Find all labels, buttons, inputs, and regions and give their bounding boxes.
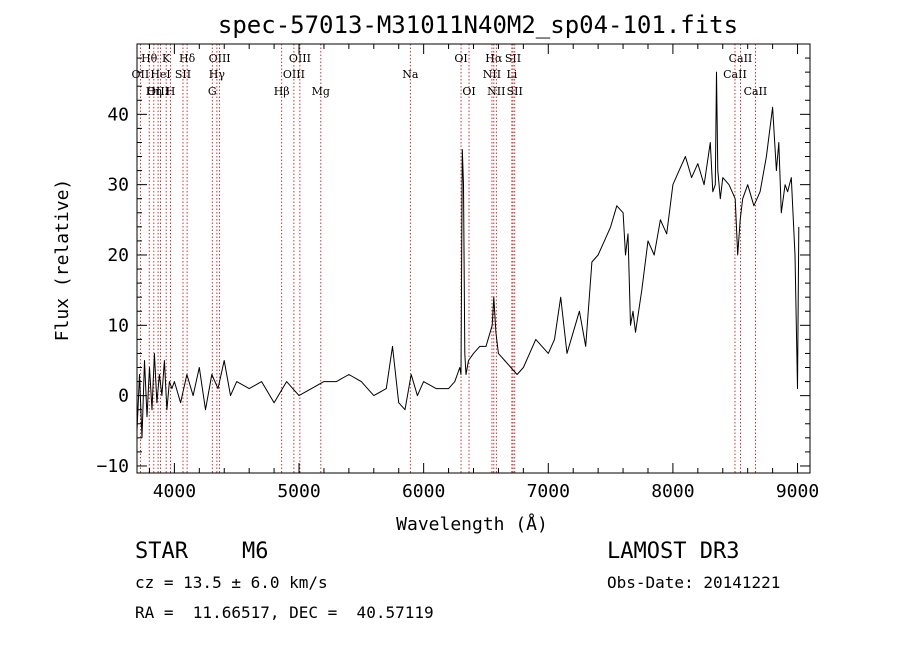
line-label-24: SII — [507, 85, 523, 98]
x-tick-label-5: 9000 — [776, 481, 819, 502]
line-label-18: OI — [462, 85, 475, 98]
line-label-10: Hγ — [209, 68, 226, 81]
line-label-15: Mg — [312, 85, 330, 98]
line-label-14: OIII — [283, 68, 305, 81]
line-label-23: Li — [506, 68, 517, 81]
axes: 4000 5000 6000 7000 8000 9000 −10 0 10 20 30 40 — [96, 44, 819, 502]
line-label-2: OIII — [147, 85, 169, 98]
plot-frame — [136, 43, 811, 474]
line-label-25: CaII — [729, 52, 753, 65]
y-axis-label: Flux (relative) — [52, 179, 73, 342]
line-label-8: Hδ — [179, 52, 196, 65]
object-class: STAR — [135, 539, 188, 564]
line-label-1: OII — [132, 68, 150, 81]
y-tick-label-4: 30 — [107, 175, 129, 196]
line-label-27: CaII — [744, 85, 768, 98]
x-tick-label-1: 5000 — [277, 481, 320, 502]
line-label-9: OIII — [209, 52, 231, 65]
line-label-5: Hη — [146, 85, 162, 98]
line-label-4: HeI — [150, 68, 170, 81]
survey-name: LAMOST DR3 — [607, 539, 740, 564]
line-label-7: H — [166, 85, 176, 98]
y-tick-label-2: 10 — [107, 315, 129, 336]
chart-title: spec-57013-M31011N40M2_sp04-101.fits — [218, 11, 738, 39]
line-label-3: K — [162, 52, 171, 65]
line-label-22: SII — [505, 52, 521, 65]
line-label-20: NII — [483, 68, 501, 81]
line-label-13: OIII — [289, 52, 311, 65]
x-tick-label-0: 4000 — [153, 481, 196, 502]
line-label-0: Hθ — [141, 52, 158, 65]
line-label-16: Na — [402, 68, 419, 81]
line-label-19: Hα — [485, 52, 503, 65]
y-tick-label-3: 20 — [107, 245, 129, 266]
spectrum-chart: spec-57013-M31011N40M2_sp04-101.fits Hθ O… — [52, 11, 819, 535]
redshift-value: cz = 13.5 ± 6.0 km/s — [135, 573, 328, 592]
y-tick-label-5: 40 — [107, 104, 129, 125]
observation-date: Obs-Date: 20141221 — [607, 573, 781, 592]
x-tick-label-4: 8000 — [651, 481, 694, 502]
x-tick-label-3: 7000 — [527, 481, 570, 502]
line-label-26: CaII — [723, 68, 747, 81]
line-label-11: G — [208, 85, 217, 98]
spectrum-line — [136, 71, 800, 439]
line-label-6: SII — [175, 68, 191, 81]
spectrum-series — [136, 71, 800, 439]
line-label-17: OI — [454, 52, 467, 65]
line-label-12: Hβ — [274, 85, 290, 98]
x-tick-label-2: 6000 — [402, 481, 445, 502]
x-axis-label: Wavelength (Å) — [396, 513, 548, 535]
y-tick-label-1: 0 — [118, 386, 129, 407]
line-markers: Hθ OII OIII K HeI Hη SII H Hδ OIII Hγ G Hβ OIII OIII Mg… — [132, 44, 768, 473]
sky-coordinates: RA = 11.66517, DEC = 40.57119 — [135, 603, 434, 622]
line-label-21: NII — [487, 85, 505, 98]
object-subclass: M6 — [242, 539, 269, 564]
y-tick-label-0: −10 — [96, 456, 129, 477]
